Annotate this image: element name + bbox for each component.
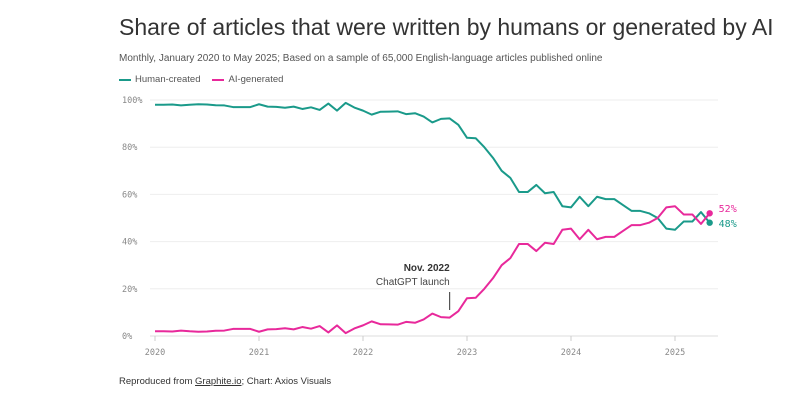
y-tick-label: 80% [122, 143, 137, 153]
end-label: 48% [719, 219, 737, 230]
legend-item-human: Human-created [119, 74, 200, 85]
chart-title: Share of articles that were written by h… [119, 14, 774, 40]
x-tick-label: 2024 [561, 348, 581, 358]
source-link[interactable]: Graphite.io [195, 376, 242, 387]
source-suffix: ; Chart: Axios Visuals [241, 376, 332, 387]
series-line-ai [155, 205, 711, 335]
x-tick-label: 2023 [457, 348, 477, 358]
source-prefix: Reproduced from [119, 376, 196, 387]
end-point [706, 219, 713, 226]
legend: Human-created AI-generated [119, 74, 283, 85]
legend-item-ai: AI-generated [212, 74, 283, 85]
annotation-text: ChatGPT launch [376, 277, 450, 288]
legend-swatch-human [119, 78, 131, 81]
end-point [706, 210, 713, 217]
x-tick-label: 2021 [249, 348, 269, 358]
legend-label-ai: AI-generated [228, 74, 284, 85]
series-line-human [155, 101, 711, 231]
end-label: 52% [719, 204, 737, 215]
y-tick-label: 60% [122, 190, 137, 200]
x-tick-label: 2022 [353, 348, 373, 358]
x-tick-label: 2020 [145, 348, 165, 358]
annotation-title: Nov. 2022 [404, 263, 450, 274]
y-tick-label: 20% [122, 285, 137, 295]
source-note: Reproduced from Graphite.io; Chart: Axio… [119, 376, 331, 387]
y-tick-label: 100% [122, 96, 142, 106]
x-tick-label: 2025 [665, 348, 685, 358]
y-tick-label: 0% [122, 332, 132, 342]
y-tick-label: 40% [122, 238, 137, 248]
legend-label-human: Human-created [135, 74, 201, 85]
legend-swatch-ai [212, 78, 225, 81]
chart-subtitle: Monthly, January 2020 to May 2025; Based… [119, 53, 603, 64]
